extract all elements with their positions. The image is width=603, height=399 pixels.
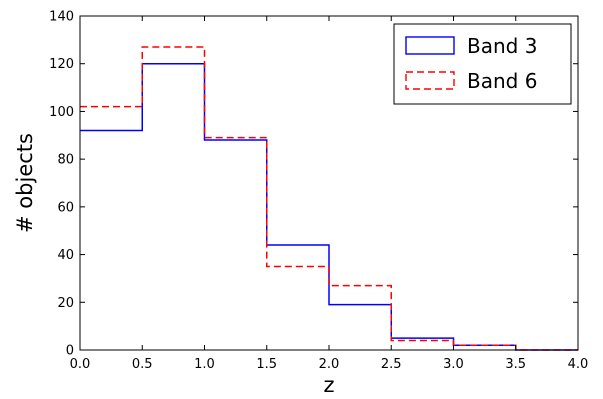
y-tick-label: 80 xyxy=(57,153,74,168)
x-tick-label: 4.0 xyxy=(568,357,589,372)
x-tick-label: 0.0 xyxy=(70,357,91,372)
x-axis-label: z xyxy=(323,373,334,397)
x-tick-label: 1.5 xyxy=(256,357,277,372)
y-tick-label: 140 xyxy=(49,10,74,25)
legend-patch-band-3 xyxy=(405,36,455,55)
x-tick-label: 2.0 xyxy=(319,357,340,372)
y-tick-label: 40 xyxy=(57,248,74,263)
y-tick-label: 0 xyxy=(66,344,74,359)
y-tick-label: 60 xyxy=(57,200,74,215)
x-tick-label: 3.5 xyxy=(505,357,526,372)
y-tick-label: 20 xyxy=(57,296,74,311)
legend: Band 3 Band 6 xyxy=(393,23,572,105)
legend-label-band-6: Band 6 xyxy=(467,69,537,93)
y-axis-label: # objects xyxy=(13,133,37,233)
x-tick-label: 1.0 xyxy=(194,357,215,372)
x-tick-label: 3.0 xyxy=(443,357,464,372)
ticks-layer: 0.0 0.5 1.0 1.5 2.0 2.5 3.0 3.5 4.0 0 20 40 60 80 100 1… xyxy=(49,10,588,373)
x-tick-label: 0.5 xyxy=(132,357,153,372)
legend-label-band-3: Band 3 xyxy=(467,34,537,58)
y-tick-label: 120 xyxy=(49,57,74,72)
plot-frame xyxy=(79,15,579,351)
series-line-band-6 xyxy=(80,46,578,351)
legend-patch-band-6 xyxy=(405,71,455,90)
x-tick-label: 2.5 xyxy=(381,357,402,372)
series-layer xyxy=(80,46,578,351)
y-tick-label: 100 xyxy=(49,105,74,120)
